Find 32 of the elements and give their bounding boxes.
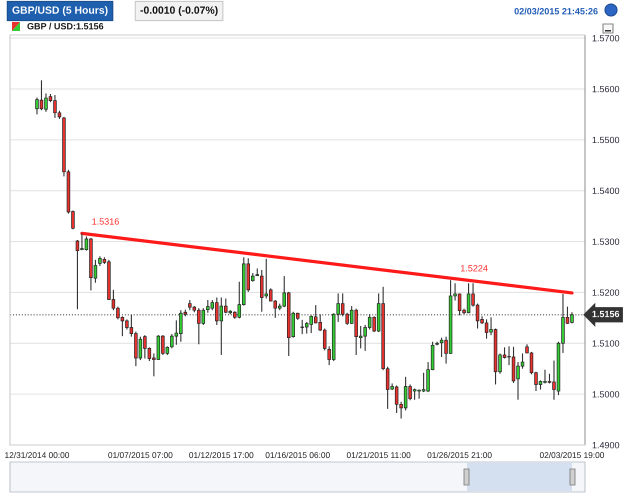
x-tick-label: 01/26/2015 21:00 [427,452,492,458]
candlestick [543,369,547,384]
y-tick-label: 1.5100 [592,340,620,347]
chart-title: GBP/USD (5 Hours) [12,6,108,16]
candlestick [206,299,210,314]
x-tick-label: 02/03/2015 19:00 [540,452,604,458]
y-tick-label: 1.5700 [592,35,620,42]
y-tick-label: 1.5300 [592,238,620,245]
y-tick-label: 1.4900 [592,442,620,448]
candlestick [188,299,192,311]
chart-subtitle: GBP / USD:1.5156 [27,22,104,30]
x-tick-label: 01/16/2015 06:00 [266,452,330,458]
candlestick [98,256,102,266]
y-tick-label: 1.5500 [592,136,620,144]
text: -0.0010 (-0.07%) [140,6,218,16]
y-tick-label: 1.5600 [592,86,620,92]
candlestick [35,97,39,115]
x-tick-label: 01/07/2015 07:00 [108,452,172,458]
annotation: 1.5224 [460,265,488,272]
candlestick [260,269,264,312]
x-tick-label: 01/21/2015 11:00 [346,452,410,458]
y-tick-label: 1.5200 [592,289,620,296]
ref-line-label: 1.5156 [592,310,620,318]
text: 02/03/2015 21:45:26 [514,8,598,15]
x-tick-label: 12/31/2014 00:00 [5,452,70,458]
candlestick [170,334,174,349]
y-tick-label: 1.5000 [592,391,620,398]
candlestick [256,268,260,277]
candlestick [76,239,80,310]
y-tick-label: 1.5400 [592,188,620,194]
x-tick-label: 01/12/2015 17:00 [189,452,254,458]
annotation: 1.5316 [92,218,119,225]
